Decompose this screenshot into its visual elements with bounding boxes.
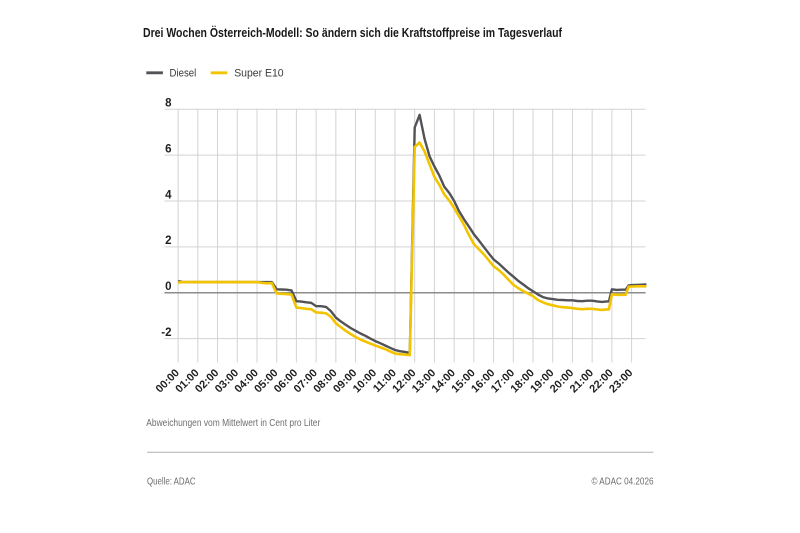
- svg-text:Quelle: ADAC: Quelle: ADAC: [147, 477, 196, 488]
- svg-text:Drei Wochen Österreich-Modell:: Drei Wochen Österreich-Modell: So ändern…: [143, 25, 563, 40]
- svg-text:8: 8: [165, 98, 172, 110]
- svg-text:-2: -2: [161, 327, 171, 339]
- svg-text:Abweichungen vom Mittelwert in: Abweichungen vom Mittelwert in Cent pro …: [146, 418, 321, 429]
- svg-text:2: 2: [165, 235, 171, 247]
- svg-text:Diesel: Diesel: [170, 67, 197, 79]
- svg-text:6: 6: [165, 144, 171, 156]
- svg-text:4: 4: [165, 189, 172, 201]
- svg-text:© ADAC 04.2026: © ADAC 04.2026: [592, 477, 654, 488]
- svg-text:0: 0: [165, 281, 171, 293]
- svg-text:Super E10: Super E10: [234, 67, 283, 79]
